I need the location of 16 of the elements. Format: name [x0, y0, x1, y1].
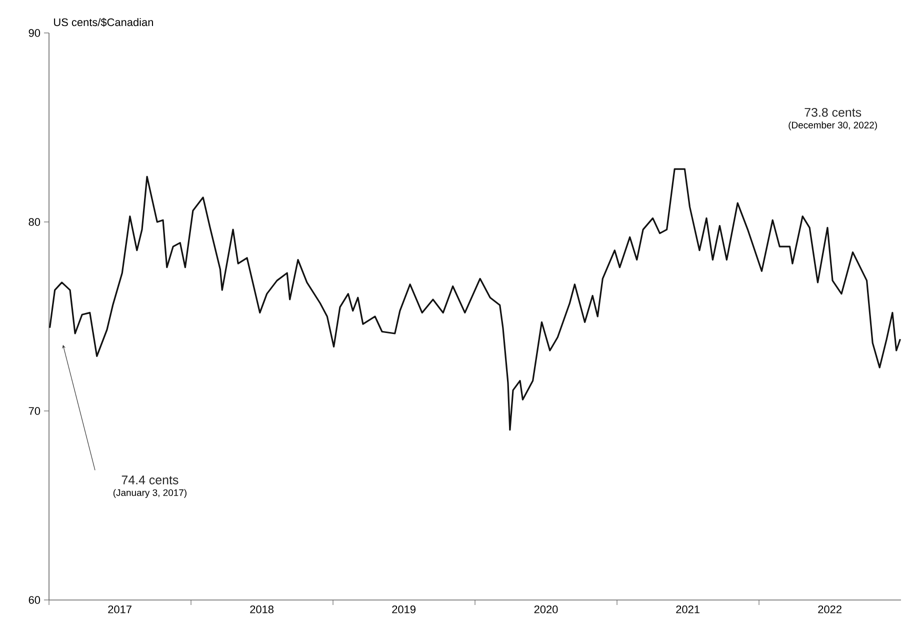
annotation: (December 30, 2022): [788, 121, 877, 130]
y-tick-label: 60: [28, 596, 40, 604]
x-tick-label: 2022: [818, 606, 842, 614]
annotation: 74.4 cents: [122, 476, 178, 484]
annotation: 73.8 cents: [804, 108, 862, 117]
y-tick-label: 90: [28, 29, 40, 37]
y-tick-label: 80: [28, 218, 40, 226]
line-series: [48, 168, 902, 431]
y-tick-label: 70: [28, 407, 40, 415]
x-tick-label: 2017: [108, 606, 132, 614]
x-tick-label: 2021: [676, 606, 700, 614]
y-axis-title: US cents/$Canadian: [54, 18, 153, 27]
annotation: (January 3, 2017): [113, 489, 186, 498]
x-tick-label: 2018: [250, 606, 274, 614]
x-tick-label: 2019: [392, 606, 416, 614]
x-tick-label: 2020: [534, 606, 558, 614]
